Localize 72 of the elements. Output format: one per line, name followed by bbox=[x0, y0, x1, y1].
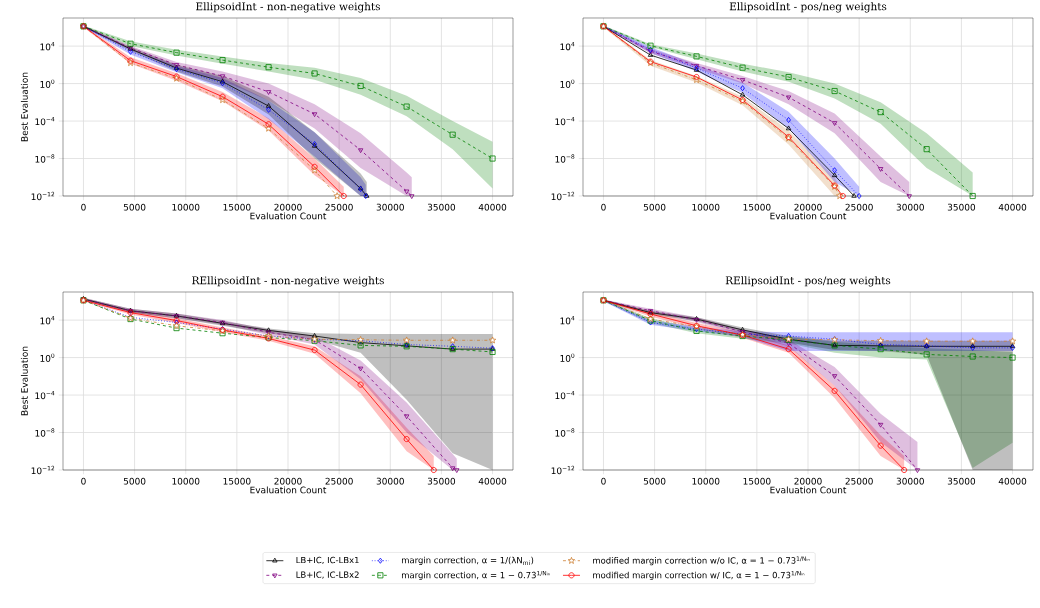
x-axis-title: Evaluation Count bbox=[770, 212, 847, 220]
y-tick-label: 10$^{−4}$ bbox=[35, 116, 55, 126]
x-tick-label: 15000 bbox=[223, 203, 251, 211]
x-tick-label: 0 bbox=[601, 477, 606, 485]
x-tick-label: 35000 bbox=[427, 477, 456, 485]
x-tick-label: 0 bbox=[601, 203, 606, 211]
y-tick-label: 10$^{4}$ bbox=[560, 315, 575, 325]
x-tick-label: 40000 bbox=[478, 477, 507, 485]
x-tick-label: 10000 bbox=[172, 477, 200, 485]
x-tick-label: 35000 bbox=[427, 203, 456, 211]
y-tick-label: 10$^{−8}$ bbox=[555, 428, 575, 437]
x-tick-label: 35000 bbox=[947, 203, 976, 211]
legend-label: LB+IC, IC-LBx1 bbox=[296, 556, 359, 565]
y-tick-label: 10$^{4}$ bbox=[40, 41, 55, 51]
y-tick-label: 10$^{−8}$ bbox=[555, 154, 575, 163]
x-tick-label: 20000 bbox=[794, 477, 822, 485]
y-tick-label: 10$^{0}$ bbox=[560, 79, 575, 88]
y-tick-label: 10$^{−12}$ bbox=[31, 191, 55, 201]
x-tick-label: 10000 bbox=[692, 203, 720, 211]
y-axis-title: Best Evaluation bbox=[20, 72, 28, 142]
legend-label: margin correction, α = 1/(λN$_{mi}$) bbox=[401, 556, 534, 565]
x-tick-label: 40000 bbox=[998, 203, 1027, 211]
y-tick-label: 10$^{−12}$ bbox=[551, 465, 575, 475]
legend-label: modified margin correction w/o IC, α = 1 − 0.73$^{1/Nᵢₙ}$ bbox=[593, 556, 810, 566]
x-tick-label: 25000 bbox=[325, 203, 353, 211]
x-tick-label: 20000 bbox=[794, 203, 822, 211]
y-tick-label: 10$^{−4}$ bbox=[555, 116, 575, 126]
x-tick-label: 15000 bbox=[743, 203, 771, 211]
chart-title: REllipsoidInt - non-negative weights bbox=[192, 276, 384, 287]
x-tick-label: 0 bbox=[81, 203, 86, 211]
y-tick-label: 10$^{0}$ bbox=[40, 353, 55, 362]
x-tick-label: 20000 bbox=[274, 203, 302, 211]
y-tick-label: 10$^{−4}$ bbox=[35, 390, 55, 400]
y-tick-label: 10$^{0}$ bbox=[560, 353, 575, 362]
x-tick-label: 35000 bbox=[947, 477, 976, 485]
x-tick-label: 40000 bbox=[478, 203, 507, 211]
x-tick-label: 5000 bbox=[123, 477, 146, 485]
x-tick-label: 5000 bbox=[643, 477, 666, 485]
x-tick-label: 25000 bbox=[845, 203, 873, 211]
x-tick-label: 10000 bbox=[172, 203, 200, 211]
y-tick-label: 10$^{−4}$ bbox=[555, 390, 575, 400]
chart-title: EllipsoidInt - non-negative weights bbox=[196, 2, 380, 13]
y-tick-label: 10$^{4}$ bbox=[40, 315, 55, 325]
y-tick-label: 10$^{0}$ bbox=[40, 79, 55, 88]
x-tick-label: 25000 bbox=[845, 477, 873, 485]
y-axis-title: Best Evaluation bbox=[20, 346, 28, 416]
x-tick-label: 5000 bbox=[643, 203, 666, 211]
x-tick-label: 10000 bbox=[692, 477, 720, 485]
y-tick-label: 10$^{−12}$ bbox=[31, 465, 55, 475]
x-tick-label: 30000 bbox=[896, 203, 924, 211]
x-tick-label: 30000 bbox=[376, 203, 404, 211]
legend-label: margin correction, α = 1 − 0.73$^{1/Nᵢₙ}$ bbox=[401, 571, 550, 580]
y-tick-label: 10$^{−8}$ bbox=[35, 154, 55, 163]
chart-title: EllipsoidInt - pos/neg weights bbox=[729, 2, 887, 13]
x-tick-label: 30000 bbox=[376, 477, 404, 485]
x-tick-label: 25000 bbox=[325, 477, 353, 485]
x-tick-label: 20000 bbox=[274, 477, 302, 485]
legend-label: modified margin correction w/ IC, α = 1 − 0.73$^{1/Nᵢₙ}$ bbox=[593, 571, 805, 580]
x-tick-label: 30000 bbox=[896, 477, 924, 485]
y-tick-label: 10$^{−12}$ bbox=[551, 191, 575, 201]
x-tick-label: 15000 bbox=[223, 477, 251, 485]
chart-title: REllipsoidInt - pos/neg weights bbox=[725, 276, 891, 287]
x-axis-title: Evaluation Count bbox=[250, 486, 327, 494]
x-axis-title: Evaluation Count bbox=[770, 486, 847, 494]
legend-label: LB+IC, IC-LBx2 bbox=[296, 571, 359, 579]
x-tick-label: 0 bbox=[81, 477, 86, 485]
x-tick-label: 40000 bbox=[998, 477, 1027, 485]
x-tick-label: 15000 bbox=[743, 477, 771, 485]
y-tick-label: 10$^{−8}$ bbox=[35, 428, 55, 437]
y-tick-label: 10$^{4}$ bbox=[560, 41, 575, 51]
x-axis-title: Evaluation Count bbox=[250, 212, 327, 220]
x-tick-label: 5000 bbox=[123, 203, 146, 211]
